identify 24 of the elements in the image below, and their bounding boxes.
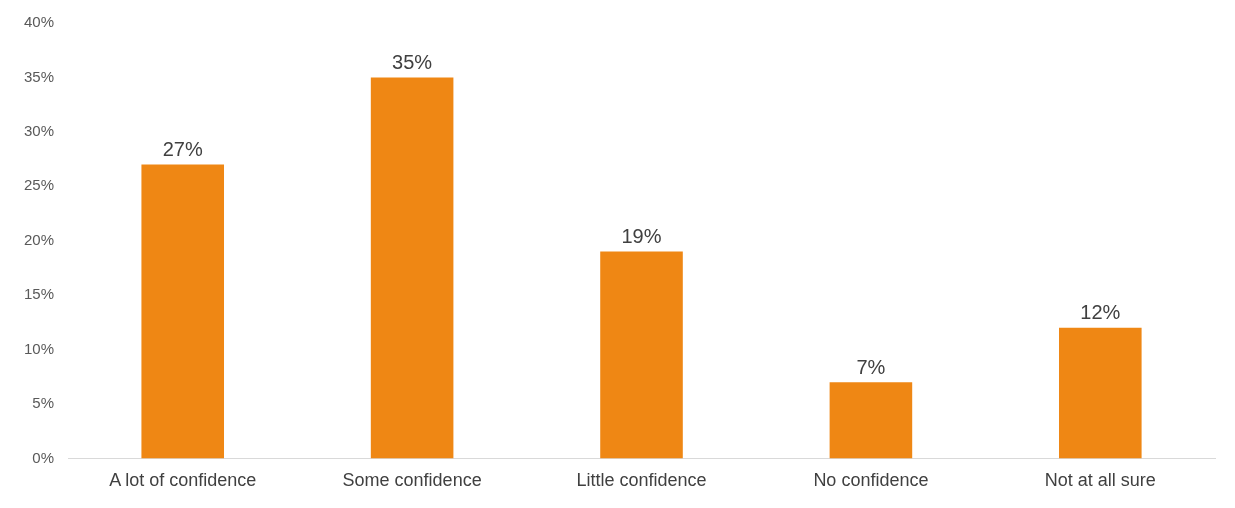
data-label: 19% [621,225,662,248]
bar [1059,327,1142,459]
y-tick-label: 10% [23,339,55,357]
x-tick-label: Not at all sure [1044,470,1156,491]
y-tick-label: 40% [23,13,55,31]
data-label: 12% [1080,301,1121,324]
y-tick-label: 35% [23,67,55,85]
bar [370,77,454,459]
bar [829,382,913,459]
y-tick-label: 30% [23,121,55,139]
x-tick-label: Little confidence [576,470,707,491]
bar [141,164,225,459]
y-tick-label: 25% [23,176,55,194]
data-label: 27% [162,138,203,161]
y-tick-label: 20% [23,230,55,248]
bar [600,251,683,459]
y-tick-label: 15% [23,285,55,303]
x-tick-label: Some confidence [342,470,482,491]
y-tick-label: 5% [32,394,55,412]
data-label: 7% [856,355,886,378]
x-tick-label: A lot of confidence [109,470,257,491]
data-label: 35% [392,50,433,73]
x-tick-label: No confidence [813,470,929,491]
y-tick-label: 0% [32,448,55,466]
